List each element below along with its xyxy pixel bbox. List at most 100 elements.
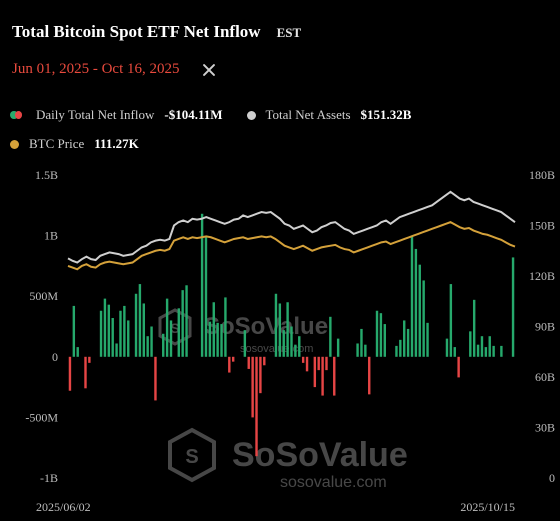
inflow-bar[interactable]: [72, 305, 76, 357]
inflow-bar[interactable]: [181, 290, 184, 357]
inflow-bar[interactable]: [329, 316, 332, 357]
inflow-bar[interactable]: [99, 310, 103, 357]
btc-price-line[interactable]: [67, 221, 516, 271]
timezone-label[interactable]: EST: [276, 25, 302, 40]
inflow-bar[interactable]: [68, 356, 72, 391]
inflow-bar[interactable]: [208, 321, 212, 357]
close-icon[interactable]: [202, 63, 216, 77]
inflow-bar[interactable]: [123, 305, 126, 357]
inflow-bar[interactable]: [511, 257, 515, 357]
inflow-bar[interactable]: [379, 313, 383, 357]
inflow-bar[interactable]: [406, 328, 410, 357]
inflow-bar[interactable]: [403, 320, 406, 357]
inflow-bar[interactable]: [150, 326, 153, 357]
inflow-bar[interactable]: [111, 318, 114, 357]
inflow-bar[interactable]: [169, 320, 173, 357]
inflow-bar[interactable]: [216, 322, 219, 357]
inflow-bar[interactable]: [259, 356, 262, 394]
total-net-assets-line[interactable]: [67, 190, 516, 264]
inflow-bar[interactable]: [263, 356, 266, 366]
inflow-bar[interactable]: [480, 336, 484, 357]
inflow-bar[interactable]: [127, 320, 130, 357]
inflow-bar[interactable]: [146, 336, 149, 357]
inflow-bar[interactable]: [399, 339, 402, 357]
inflow-bar[interactable]: [414, 248, 418, 357]
inflow-bar[interactable]: [360, 328, 363, 357]
inflow-bar[interactable]: [278, 303, 282, 357]
inflow-bar[interactable]: [138, 284, 142, 357]
inflow-bar[interactable]: [333, 356, 336, 396]
inflow-bar[interactable]: [251, 356, 254, 418]
inflow-bar[interactable]: [247, 356, 250, 369]
watermark-bottom: S SoSoValue sosovalue.com: [168, 427, 408, 491]
inflow-bar[interactable]: [282, 330, 285, 357]
inflow-bar[interactable]: [103, 298, 107, 357]
inflow-bar[interactable]: [356, 343, 359, 357]
inflow-bar[interactable]: [321, 356, 324, 396]
assets-legend-label: Total Net Assets: [265, 107, 351, 122]
inflow-bar[interactable]: [410, 235, 414, 357]
inflow-bar[interactable]: [154, 356, 157, 401]
inflow-bar[interactable]: [418, 264, 421, 357]
inflow-bar[interactable]: [476, 344, 480, 357]
inflow-bar[interactable]: [228, 356, 231, 373]
inflow-bar[interactable]: [301, 356, 305, 363]
inflow-bar[interactable]: [165, 298, 169, 357]
inflow-bar[interactable]: [88, 356, 91, 363]
inflow-bar[interactable]: [488, 336, 491, 357]
inflow-bar[interactable]: [204, 235, 208, 357]
inflow-bar[interactable]: [472, 299, 476, 357]
inflow-bar[interactable]: [294, 344, 297, 357]
inflow-bar[interactable]: [119, 310, 122, 357]
inflow-bar[interactable]: [290, 326, 293, 357]
inflow-bar[interactable]: [500, 345, 503, 357]
assets-legend-icon: [246, 110, 256, 120]
inflow-bar[interactable]: [231, 356, 235, 362]
left-tick-label: -500M: [25, 410, 58, 424]
watermark-brand-bottom: SoSoValue: [232, 436, 408, 474]
inflow-bar[interactable]: [305, 356, 309, 372]
inflow-bar[interactable]: [255, 356, 258, 457]
inflow-bar[interactable]: [364, 344, 367, 357]
inflow-bar[interactable]: [469, 331, 472, 357]
inflow-bar[interactable]: [492, 345, 495, 357]
sosovalue-logo-icon: S: [168, 427, 216, 483]
inflow-bar[interactable]: [449, 284, 453, 357]
inflow-bar[interactable]: [185, 285, 188, 357]
inflow-bars[interactable]: [68, 213, 515, 457]
inflow-bar[interactable]: [325, 356, 328, 371]
inflow-bar[interactable]: [142, 303, 145, 357]
date-range[interactable]: Jun 01, 2025 - Oct 16, 2025: [12, 61, 180, 77]
inflow-bar[interactable]: [317, 356, 320, 371]
inflow-bar[interactable]: [395, 345, 398, 357]
inflow-bar[interactable]: [177, 308, 180, 357]
inflow-bar[interactable]: [200, 213, 204, 357]
inflow-bar[interactable]: [212, 302, 215, 357]
inflow-bar[interactable]: [453, 347, 456, 357]
inflow-bar[interactable]: [243, 330, 247, 357]
inflow-bar[interactable]: [422, 280, 425, 357]
inflow-bar[interactable]: [274, 293, 278, 357]
inflow-bar[interactable]: [445, 338, 449, 357]
inflow-bar[interactable]: [375, 310, 379, 357]
inflow-bar[interactable]: [162, 333, 165, 357]
inflow-bar[interactable]: [484, 347, 488, 357]
inflow-bar[interactable]: [76, 347, 79, 357]
inflow-bar[interactable]: [336, 338, 340, 357]
etf-chart[interactable]: S SoSoValue sosovalue.com S SoSoValue so…: [0, 160, 560, 521]
inflow-bar[interactable]: [115, 343, 118, 357]
inflow-bar[interactable]: [298, 336, 301, 357]
inflow-bar[interactable]: [286, 302, 289, 357]
inflow-bar[interactable]: [107, 304, 111, 357]
inflow-bar[interactable]: [383, 324, 386, 357]
inflow-bar[interactable]: [457, 356, 460, 378]
inflow-bar[interactable]: [220, 324, 223, 357]
inflow-bar[interactable]: [313, 356, 317, 388]
inflow-bar[interactable]: [368, 356, 371, 395]
inflow-bar[interactable]: [134, 293, 138, 357]
date-row: Jun 01, 2025 - Oct 16, 2025: [12, 61, 216, 78]
inflow-bar[interactable]: [84, 356, 87, 389]
inflow-bar[interactable]: [426, 322, 429, 357]
inflow-bar[interactable]: [224, 297, 227, 357]
right-axis: 180B 150B 120B 90B 60B 30B 0: [529, 168, 555, 485]
